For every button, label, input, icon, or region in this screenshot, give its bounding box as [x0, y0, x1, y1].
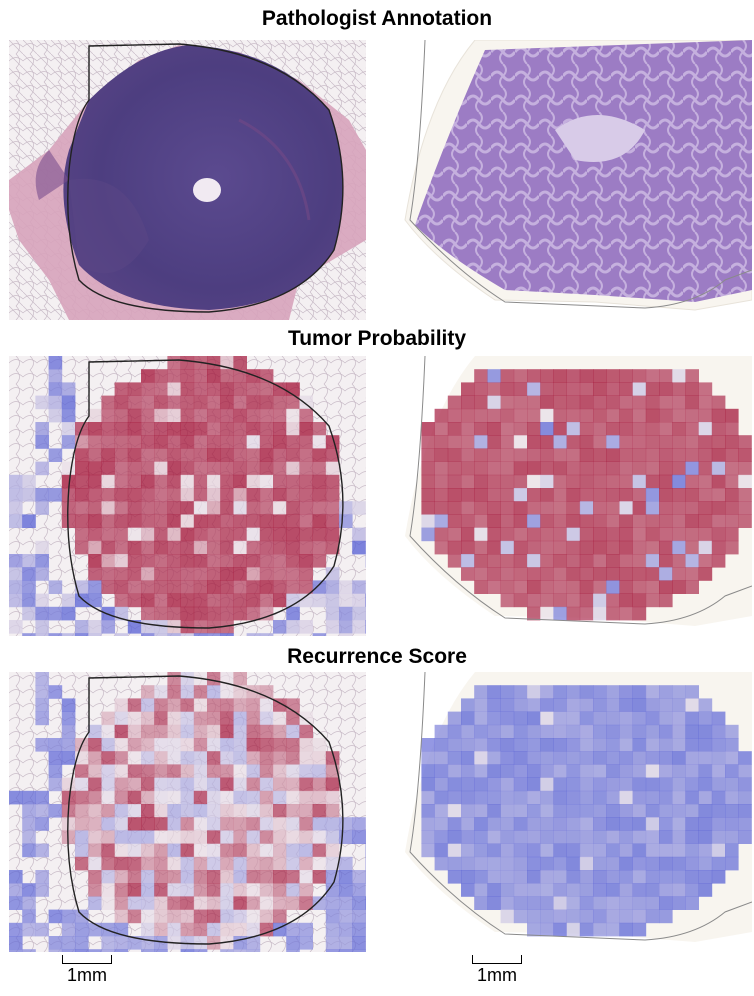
- left-slide-annotation-image: [9, 40, 366, 320]
- recurrence-score-tiles-right: [421, 685, 752, 937]
- scale-bar-label: 1mm: [67, 965, 107, 985]
- scale-bar-bracket: [62, 955, 112, 964]
- tumor-probability-tiles-left: [9, 356, 366, 636]
- scale-bar-left: 1mm: [58, 955, 118, 995]
- tumor-probability-tiles-right: [421, 369, 752, 621]
- section-title-tumor-probability: Tumor Probability: [287, 327, 467, 350]
- left-slide-recurrence-score-heatmap: [9, 672, 366, 952]
- left-slide-tumor-probability-heatmap: [9, 356, 366, 636]
- scale-bar-bracket: [472, 955, 522, 964]
- section-title-pathologist-annotation: Pathologist Annotation: [261, 7, 493, 30]
- section-title-recurrence-score: Recurrence Score: [287, 645, 467, 668]
- right-slide-tumor-probability-heatmap: [395, 356, 752, 636]
- right-slide-annotation-image: [395, 40, 752, 320]
- right-slide-recurrence-score-heatmap: [395, 672, 752, 952]
- scale-bar-right: 1mm: [468, 955, 528, 995]
- recurrence-score-tiles-left: [9, 672, 366, 952]
- scale-bar-label: 1mm: [477, 965, 517, 985]
